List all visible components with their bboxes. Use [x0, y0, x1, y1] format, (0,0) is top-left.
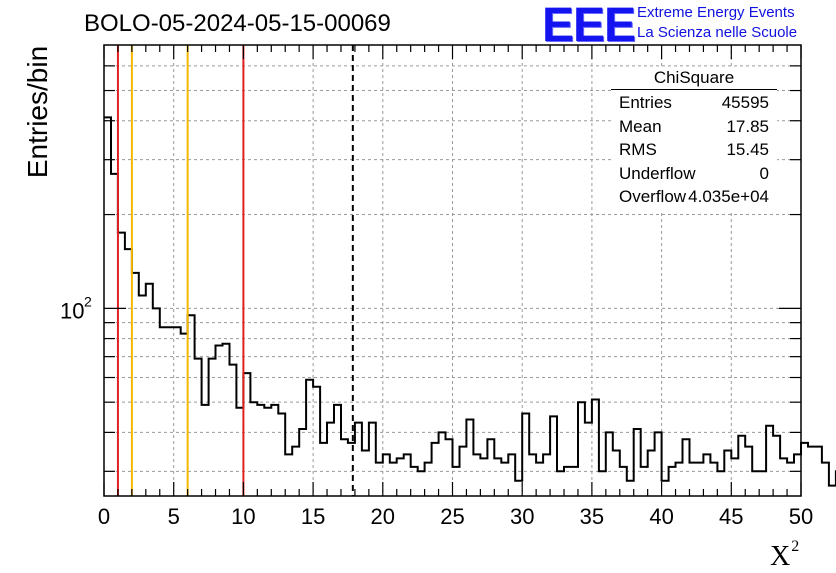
- stats-value: 0: [759, 163, 769, 183]
- x-axis-label: X2: [770, 538, 799, 573]
- logo-caption-line-2: La Scienza nelle Scuole: [637, 24, 798, 41]
- stats-row-underflow: Underflow 0: [611, 164, 777, 188]
- x-tick-label: 0: [98, 504, 110, 529]
- stats-value: 15.45: [726, 140, 769, 159]
- stats-title: ChiSquare: [611, 68, 777, 90]
- x-tick-label: 30: [510, 504, 534, 529]
- y-tick-label-exponent: 2: [84, 293, 92, 309]
- x-axis-label-exponent: 2: [791, 538, 800, 555]
- stats-row-mean: Mean 17.85: [611, 117, 777, 141]
- stats-key: Entries: [619, 93, 672, 112]
- logo-caption-line-1: Extreme Energy Events: [637, 4, 795, 21]
- stats-key: Mean: [619, 116, 662, 136]
- stats-value: 4.035e+04: [688, 187, 769, 206]
- stats-row-entries: Entries 45595: [611, 93, 777, 117]
- stats-key: Underflow: [619, 163, 696, 183]
- x-tick-label: 35: [580, 504, 604, 529]
- stats-row-overflow: Overflow 4.035e+04: [611, 187, 777, 211]
- x-tick-label: 10: [231, 504, 255, 529]
- y-tick-label-base: 10: [60, 298, 84, 323]
- stats-row-rms: RMS 15.45: [611, 140, 777, 164]
- chart-title: BOLO-05-2024-05-15-00069: [84, 10, 391, 37]
- stats-value: 17.85: [726, 116, 769, 136]
- eee-logo-mark: EEE: [542, 0, 636, 52]
- y-axis-label: Entries/bin: [22, 45, 53, 179]
- stats-key: Overflow: [619, 187, 687, 206]
- x-tick-label: 50: [789, 504, 813, 529]
- x-tick-label: 25: [440, 504, 464, 529]
- x-axis-label-base: X: [770, 541, 791, 572]
- stats-value: 45595: [721, 93, 769, 112]
- x-tick-label: 45: [719, 504, 743, 529]
- x-tick-label: 40: [649, 504, 673, 529]
- histogram-series: [104, 116, 836, 487]
- x-tick-label: 20: [371, 504, 395, 529]
- stats-box: ChiSquare Entries 45595 Mean 17.85 RMS 1…: [611, 68, 777, 211]
- x-tick-label: 15: [301, 504, 325, 529]
- x-tick-label: 5: [168, 504, 180, 529]
- stats-key: RMS: [619, 140, 657, 159]
